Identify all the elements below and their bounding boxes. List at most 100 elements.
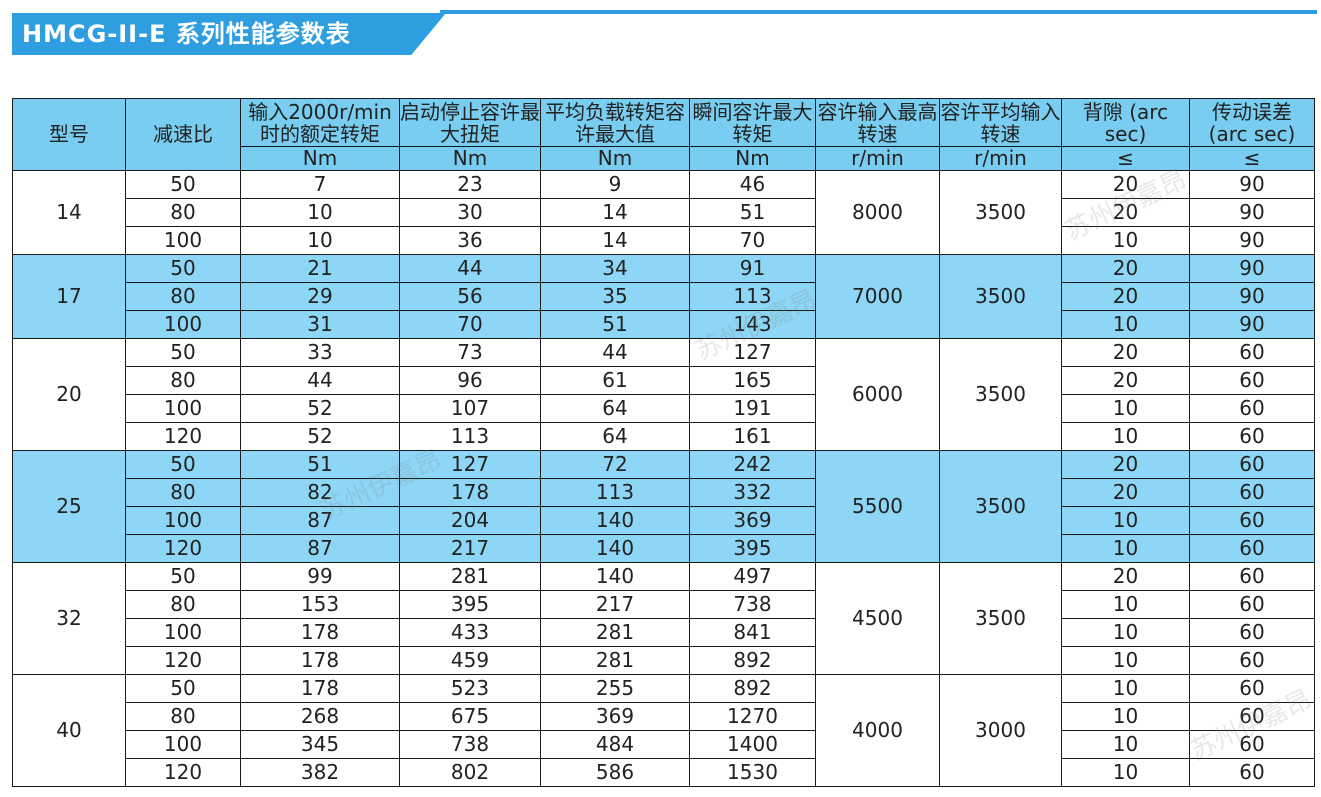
cell-rated-torque: 10 [240,198,400,227]
cell-start-stop-torque: 802 [399,758,541,787]
cell-avg-load-torque: 64 [540,422,690,451]
table-row: 80 10 30 14 51 20 90 [13,198,1315,227]
cell-ratio: 100 [125,506,241,535]
cell-momentary-torque: 841 [689,618,816,647]
header-avg-load-torque: 平均负载转矩容许最大值 [540,98,690,147]
header-model: 型号 [12,98,126,171]
cell-momentary-torque: 165 [689,366,816,395]
cell-backlash: 20 [1061,478,1190,507]
cell-avg-load-torque: 113 [540,478,690,507]
cell-avg-load-torque: 586 [540,758,690,787]
cell-ratio: 50 [125,338,241,367]
cell-rated-torque: 52 [240,394,400,423]
header-max-input-speed: 容许输入最高转速 [815,98,940,147]
cell-ratio: 120 [125,534,241,563]
cell-avg-load-torque: 281 [540,618,690,647]
cell-ratio: 80 [125,590,241,619]
cell-momentary-torque: 1270 [689,702,816,731]
cell-ratio: 100 [125,394,241,423]
cell-momentary-torque: 1400 [689,730,816,759]
cell-transmission-error: 90 [1189,226,1315,255]
cell-model: 17 [12,254,126,339]
cell-avg-input-speed: 3500 [939,170,1062,255]
cell-ratio: 100 [125,226,241,255]
cell-transmission-error: 60 [1189,478,1315,507]
cell-momentary-torque: 892 [689,674,816,703]
cell-avg-load-torque: 34 [540,254,690,283]
table-row: 100 87 204 140 369 10 60 [13,506,1315,535]
cell-ratio: 80 [125,366,241,395]
cell-model: 32 [12,562,126,675]
cell-start-stop-torque: 127 [399,450,541,479]
cell-start-stop-torque: 433 [399,618,541,647]
performance-table: 型号 减速比 输入2000r/min时的额定转矩 启动停止容许最大扭矩 平均负载… [12,98,1315,787]
cell-momentary-torque: 497 [689,562,816,591]
cell-max-input-speed: 4000 [815,674,940,787]
cell-avg-load-torque: 484 [540,730,690,759]
cell-momentary-torque: 191 [689,394,816,423]
cell-momentary-torque: 738 [689,590,816,619]
cell-rated-torque: 268 [240,702,400,731]
cell-momentary-torque: 242 [689,450,816,479]
cell-avg-input-speed: 3500 [939,338,1062,451]
table-row: 80 29 56 35 113 20 90 [13,282,1315,311]
unit-momentary-torque: Nm [689,146,816,171]
table-row: 100 345 738 484 1400 10 60 [13,730,1315,759]
cell-momentary-torque: 127 [689,338,816,367]
table-row: 80 153 395 217 738 10 60 [13,590,1315,619]
header-momentary-torque: 瞬间容许最大转矩 [689,98,816,147]
cell-backlash: 10 [1061,394,1190,423]
cell-rated-torque: 87 [240,506,400,535]
unit-avg-input-speed: r/min [939,146,1062,171]
cell-start-stop-torque: 23 [399,170,541,199]
table-row: 32 50 99 281 140 497 4500 3500 20 60 [12,562,1315,675]
cell-momentary-torque: 143 [689,310,816,339]
page-title: HMCG-II-E 系列性能参数表 [22,20,351,48]
table-row: 20 50 33 73 44 127 6000 3500 20 60 [12,338,1315,451]
cell-max-input-speed: 6000 [815,338,940,451]
table-row: 100 10 36 14 70 10 90 [13,226,1315,255]
cell-avg-load-torque: 255 [540,674,690,703]
cell-backlash: 10 [1061,618,1190,647]
cell-momentary-torque: 51 [689,198,816,227]
table-row: 17 50 21 44 34 91 7000 3500 20 90 [12,254,1315,339]
table-body: 14 50 7 23 9 46 8000 3500 20 90 80 10 30 14 51 20 90 100 1… [12,170,1315,787]
table-row: 120 178 459 281 892 10 60 [13,646,1315,675]
unit-start-stop-torque: Nm [399,146,541,171]
cell-momentary-torque: 1530 [689,758,816,787]
table-row: 14 50 7 23 9 46 8000 3500 20 90 [12,170,1315,255]
cell-backlash: 20 [1061,254,1190,283]
cell-start-stop-torque: 96 [399,366,541,395]
cell-transmission-error: 60 [1189,590,1315,619]
cell-rated-torque: 52 [240,422,400,451]
cell-backlash: 10 [1061,310,1190,339]
cell-avg-load-torque: 140 [540,506,690,535]
unit-rated-torque: Nm [240,146,400,171]
cell-ratio: 80 [125,702,241,731]
cell-rated-torque: 382 [240,758,400,787]
cell-backlash: 10 [1061,674,1190,703]
cell-avg-load-torque: 217 [540,590,690,619]
cell-rated-torque: 10 [240,226,400,255]
cell-ratio: 120 [125,422,241,451]
cell-ratio: 50 [125,170,241,199]
cell-backlash: 10 [1061,590,1190,619]
cell-start-stop-torque: 44 [399,254,541,283]
cell-backlash: 10 [1061,534,1190,563]
cell-ratio: 80 [125,478,241,507]
cell-momentary-torque: 91 [689,254,816,283]
unit-backlash: ≤ [1061,146,1190,171]
cell-transmission-error: 60 [1189,562,1315,591]
cell-start-stop-torque: 107 [399,394,541,423]
cell-avg-load-torque: 44 [540,338,690,367]
title-banner [12,13,446,55]
cell-avg-load-torque: 61 [540,366,690,395]
cell-avg-load-torque: 14 [540,226,690,255]
cell-transmission-error: 90 [1189,310,1315,339]
header-start-stop-torque: 启动停止容许最大扭矩 [399,98,541,147]
cell-avg-load-torque: 64 [540,394,690,423]
cell-rated-torque: 99 [240,562,400,591]
cell-backlash: 10 [1061,226,1190,255]
cell-model: 25 [12,450,126,563]
cell-max-input-speed: 5500 [815,450,940,563]
